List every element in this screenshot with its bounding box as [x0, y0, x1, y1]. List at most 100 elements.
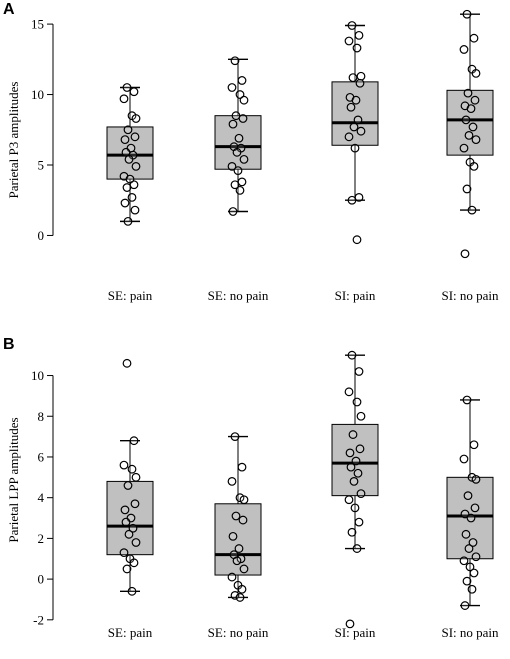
data-point	[123, 216, 133, 226]
data-point	[227, 476, 237, 486]
data-point	[122, 358, 132, 368]
data-point	[234, 133, 244, 143]
data-point	[464, 544, 474, 553]
data-point	[353, 468, 363, 478]
data-point	[346, 462, 356, 472]
data-point	[239, 154, 249, 164]
data-point	[230, 180, 240, 190]
data-point	[227, 83, 237, 92]
data-point	[129, 87, 139, 97]
x-category-label: SE: no pain	[208, 288, 269, 303]
data-point	[119, 460, 129, 470]
data-point	[469, 568, 479, 578]
data-point	[345, 619, 355, 629]
data-point	[350, 503, 360, 513]
panel-b: B -2 0 2 4 6 8 10 Parietal LPP amplitudes SE: pai…	[3, 336, 499, 640]
data-point	[350, 143, 360, 153]
data-point	[345, 448, 355, 458]
data-point	[352, 43, 362, 53]
data-point	[123, 125, 133, 135]
data-point	[352, 235, 362, 245]
y-tick-label: 4	[38, 490, 45, 505]
y-tick-label: 2	[38, 531, 45, 546]
data-point	[356, 411, 366, 421]
x-category-label: SI: no pain	[441, 625, 499, 640]
x-category-label: SE: no pain	[208, 625, 269, 640]
data-point	[239, 95, 249, 105]
data-point	[124, 154, 134, 164]
data-point	[120, 135, 130, 145]
y-tick-label: 0	[38, 228, 45, 243]
data-point	[227, 572, 237, 582]
data-point	[466, 104, 476, 114]
data-point	[235, 593, 245, 602]
data-point	[131, 114, 141, 123]
data-point	[355, 78, 365, 88]
data-point	[462, 576, 472, 586]
iqr-box	[446, 89, 494, 156]
iqr-box	[331, 423, 379, 497]
data-point	[356, 71, 366, 81]
data-point	[230, 56, 240, 66]
data-point	[471, 135, 481, 145]
data-point	[467, 584, 477, 594]
data-point	[348, 73, 358, 83]
data-point	[356, 126, 366, 136]
data-point	[463, 88, 473, 98]
data-point	[351, 456, 361, 466]
panel-letter: B	[3, 336, 15, 353]
data-point	[460, 249, 470, 259]
data-point	[119, 94, 129, 104]
data-point	[470, 95, 480, 105]
data-point	[459, 143, 469, 153]
data-point	[129, 558, 139, 568]
data-point	[470, 503, 480, 513]
y-tick-label: 0	[38, 572, 45, 587]
x-category-label: SE: pain	[108, 288, 153, 303]
data-point	[462, 395, 472, 405]
box-2	[331, 21, 379, 245]
data-point	[462, 9, 472, 19]
box-1	[214, 56, 262, 216]
data-point	[228, 119, 238, 129]
iqr-box	[106, 480, 154, 556]
data-point	[237, 584, 247, 594]
data-point	[121, 517, 131, 527]
data-point	[131, 538, 141, 547]
y-tick-label: 5	[38, 158, 45, 173]
panel-letter: A	[3, 1, 15, 18]
box-1	[214, 432, 262, 602]
data-point	[471, 474, 481, 484]
data-point	[464, 131, 474, 140]
data-point	[468, 538, 478, 547]
data-point	[232, 556, 242, 566]
data-point	[347, 21, 357, 30]
data-point	[468, 122, 478, 132]
y-tick-label: 15	[31, 17, 44, 32]
data-point	[127, 464, 137, 474]
iqr-box	[331, 81, 379, 146]
data-point	[461, 115, 471, 125]
data-point	[354, 30, 364, 40]
data-point	[349, 476, 359, 486]
data-point	[123, 481, 133, 490]
data-point	[119, 548, 129, 558]
data-point	[122, 83, 132, 92]
x-category-label: SI: pain	[335, 625, 376, 640]
data-point	[231, 511, 241, 521]
data-point	[130, 132, 140, 142]
box-0	[106, 83, 154, 226]
data-point	[469, 33, 479, 43]
data-point	[235, 185, 245, 195]
data-point	[127, 193, 137, 202]
data-point	[239, 495, 249, 505]
x-category-label: SI: no pain	[441, 288, 499, 303]
data-point	[461, 529, 471, 539]
data-point	[122, 183, 132, 192]
data-point	[344, 495, 354, 505]
iqr-box	[106, 126, 154, 180]
data-point	[347, 527, 357, 537]
data-point	[344, 36, 354, 46]
data-point	[471, 69, 481, 78]
